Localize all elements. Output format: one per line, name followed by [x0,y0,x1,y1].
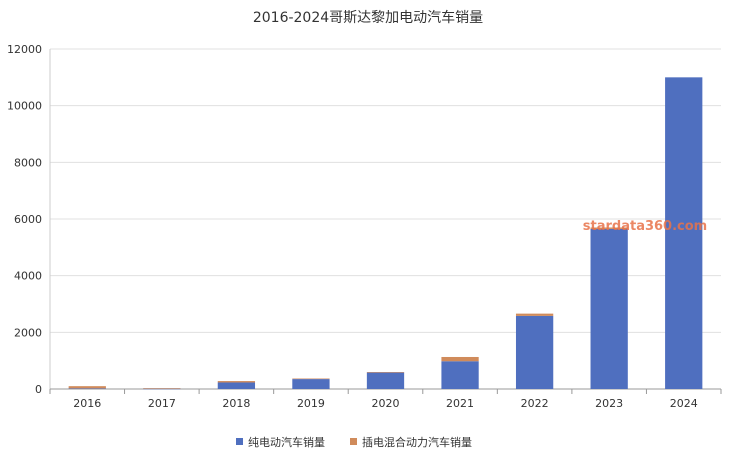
legend-label-bev: 纯电动汽车销量 [248,435,325,449]
bar-bev-2022 [515,315,554,389]
bar-bev-2019 [292,379,330,389]
x-tick-label: 2019 [297,397,325,410]
bar-bev-2016 [68,388,106,389]
x-tick-label: 2020 [372,397,400,410]
bars [68,77,703,390]
y-tick-labels: 0 2000 4000 6000 8000 10000 12000 [7,43,42,396]
watermark: stardata360.com [583,219,707,234]
bar-phev-2020 [366,372,405,373]
bar-phev-2018 [217,381,256,383]
bar-phev-2017 [143,388,181,389]
bar-phev-2023 [590,227,628,229]
y-tick-label: 8000 [14,156,42,169]
legend: 纯电动汽车销量 插电混合动力汽车销量 [236,435,472,449]
bar-bev-2020 [366,372,405,389]
x-tick-labels: 2016 2017 2018 2019 2020 2021 2022 2023 2024 [49,389,722,410]
x-tick-label: 2024 [670,397,698,410]
legend-swatch-bev [236,438,243,445]
y-tick-label: 0 [35,383,42,396]
x-tick-label: 2016 [73,397,101,410]
bar-bev-2021 [441,361,479,389]
x-tick-label: 2022 [521,397,549,410]
bar-phev-2016 [68,386,106,389]
bar-bev-2017 [143,388,181,390]
bar-bev-2023 [590,228,628,389]
y-tick-label: 6000 [14,213,42,226]
x-tick-label: 2023 [595,397,623,410]
y-tick-label: 2000 [14,326,42,339]
bar-phev-2021 [441,356,479,362]
legend-label-phev: 插电混合动力汽车销量 [362,435,472,449]
y-tick-label: 10000 [7,100,42,113]
x-tick-label: 2021 [446,397,474,410]
y-tick-label: 12000 [7,43,42,56]
legend-swatch-phev [350,438,357,445]
bar-phev-2019 [292,378,330,380]
bar-bev-2018 [217,382,256,389]
grid-lines [50,48,721,390]
x-tick-label: 2018 [222,397,250,410]
bar-phev-2022 [515,313,554,316]
bar-bev-2024 [665,77,703,389]
chart-title: 2016-2024哥斯达黎加电动汽车销量 [253,9,483,26]
y-tick-label: 4000 [14,270,42,283]
x-tick-label: 2017 [148,397,176,410]
